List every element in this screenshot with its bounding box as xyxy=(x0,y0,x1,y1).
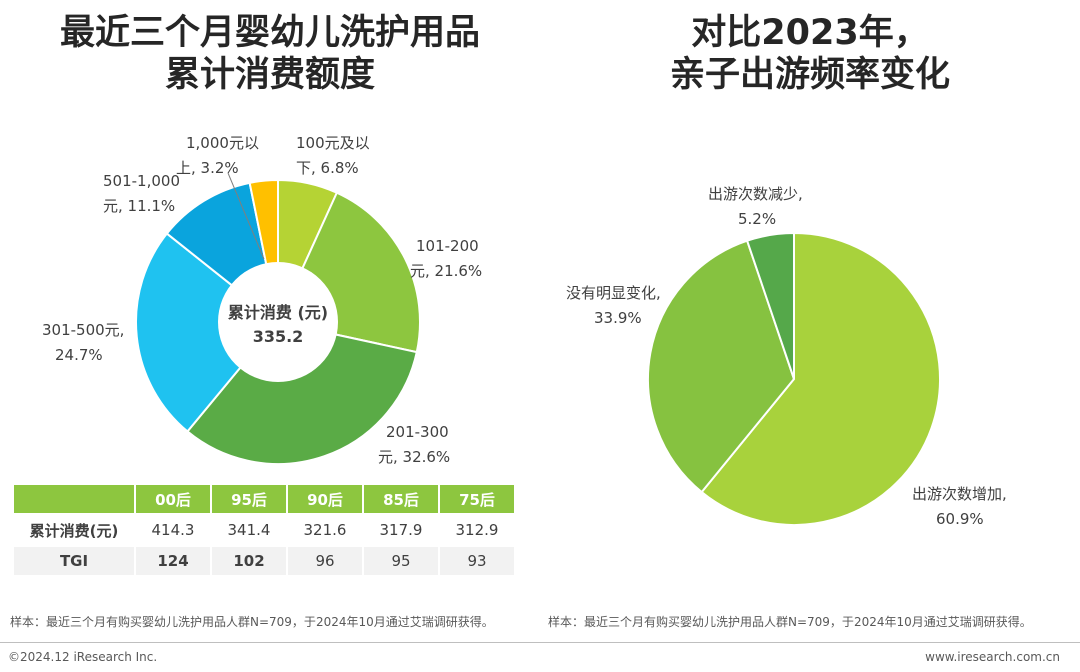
table-cell: 95 xyxy=(364,547,438,575)
table-cell: 341.4 xyxy=(212,516,286,544)
donut-label-101-200: 101-200 元, 21.6% xyxy=(410,237,482,280)
svg-text:301-500元,: 301-500元, xyxy=(42,321,124,339)
pie-slice-1 xyxy=(647,239,796,494)
row-label: 累计消费(元) xyxy=(14,516,134,544)
table-cell-highlight: 102 xyxy=(212,547,286,575)
table-header: 85后 xyxy=(364,485,438,513)
svg-text:出游次数增加,: 出游次数增加, xyxy=(912,485,1007,503)
leader-line xyxy=(227,172,265,260)
tgi-table: 00后 95后 90后 85后 75后 累计消费(元) 414.3 341.4 … xyxy=(12,482,516,578)
svg-text:没有明显变化,: 没有明显变化, xyxy=(566,284,661,302)
svg-text:出游次数减少,: 出游次数减少, xyxy=(708,185,803,203)
svg-text:元, 11.1%: 元, 11.1% xyxy=(103,197,175,215)
donut-label-100: 100元及以 下, 6.8% xyxy=(296,134,370,177)
svg-text:24.7%: 24.7% xyxy=(55,346,103,364)
table-cell: 312.9 xyxy=(440,516,514,544)
website-url: www.iresearch.com.cn xyxy=(925,650,1060,664)
table-header-row: 00后 95后 90后 85后 75后 xyxy=(14,485,514,513)
svg-text:元, 32.6%: 元, 32.6% xyxy=(378,448,450,466)
svg-text:5.2%: 5.2% xyxy=(738,210,776,228)
left-title-line-2: 累计消费额度 xyxy=(164,55,375,95)
donut-hole xyxy=(218,262,338,382)
svg-text:101-200: 101-200 xyxy=(416,237,479,255)
table-header: 90后 xyxy=(288,485,362,513)
donut-slice-2 xyxy=(186,320,418,465)
svg-text:201-300: 201-300 xyxy=(386,423,449,441)
svg-text:1,000元以: 1,000元以 xyxy=(186,134,259,152)
svg-text:100元及以: 100元及以 xyxy=(296,134,370,152)
svg-text:下, 6.8%: 下, 6.8% xyxy=(296,159,359,177)
pie-label-decrease: 出游次数减少, 5.2% xyxy=(708,185,803,228)
donut-label-301-500: 301-500元, 24.7% xyxy=(42,321,124,364)
pie-label-increase: 出游次数增加, 60.9% xyxy=(912,485,1007,528)
table-cell: 96 xyxy=(288,547,362,575)
footer-divider xyxy=(0,642,1080,643)
table-header: 75后 xyxy=(440,485,514,513)
table-corner-cell xyxy=(14,485,134,513)
left-chart-title: 最近三个月婴幼儿洗护用品 累计消费额度 xyxy=(10,12,530,96)
table-cell: 317.9 xyxy=(364,516,438,544)
row-label: TGI xyxy=(14,547,134,575)
donut-center-value: 335.2 xyxy=(253,327,304,346)
donut-label-1000: 1,000元以 上, 3.2% xyxy=(176,134,259,177)
table-header: 95后 xyxy=(212,485,286,513)
svg-text:33.9%: 33.9% xyxy=(594,309,642,327)
pie-chart xyxy=(647,231,942,526)
table-cell: 93 xyxy=(440,547,514,575)
table-row: TGI 124 102 96 95 93 xyxy=(14,547,514,575)
table-row: 累计消费(元) 414.3 341.4 321.6 317.9 312.9 xyxy=(14,516,514,544)
left-title-line-1: 最近三个月婴幼儿洗护用品 xyxy=(59,13,480,53)
pie-slice-2 xyxy=(745,231,795,380)
copyright-text: ©2024.12 iResearch Inc. xyxy=(8,650,158,664)
svg-text:60.9%: 60.9% xyxy=(936,510,984,528)
source-note-left: 样本：最近三个月有购买婴幼儿洗护用品人群N=709，于2024年10月通过艾瑞调… xyxy=(10,615,494,629)
pie-slice-0 xyxy=(700,231,942,526)
donut-slice-3 xyxy=(135,232,280,433)
table-cell-highlight: 124 xyxy=(136,547,210,575)
donut-center-label: 累计消费 (元) xyxy=(228,303,328,322)
pie-label-nochange: 没有明显变化, 33.9% xyxy=(566,284,661,327)
donut-label-201-300: 201-300 元, 32.6% xyxy=(378,423,450,466)
donut-label-501-1000: 501-1,000 元, 11.1% xyxy=(103,172,180,215)
right-chart-title: 对比2023年， 亲子出游频率变化 xyxy=(560,12,1060,96)
svg-text:元, 21.6%: 元, 21.6% xyxy=(410,262,482,280)
right-title-line-2: 亲子出游频率变化 xyxy=(669,55,950,95)
svg-text:501-1,000: 501-1,000 xyxy=(103,172,180,190)
table-cell: 321.6 xyxy=(288,516,362,544)
right-title-line-1: 对比2023年， xyxy=(691,13,929,53)
svg-text:上, 3.2%: 上, 3.2% xyxy=(176,159,239,177)
source-note-right: 样本：最近三个月有购买婴幼儿洗护用品人群N=709，于2024年10月通过艾瑞调… xyxy=(548,615,1032,629)
table-cell: 414.3 xyxy=(136,516,210,544)
table-header: 00后 xyxy=(136,485,210,513)
